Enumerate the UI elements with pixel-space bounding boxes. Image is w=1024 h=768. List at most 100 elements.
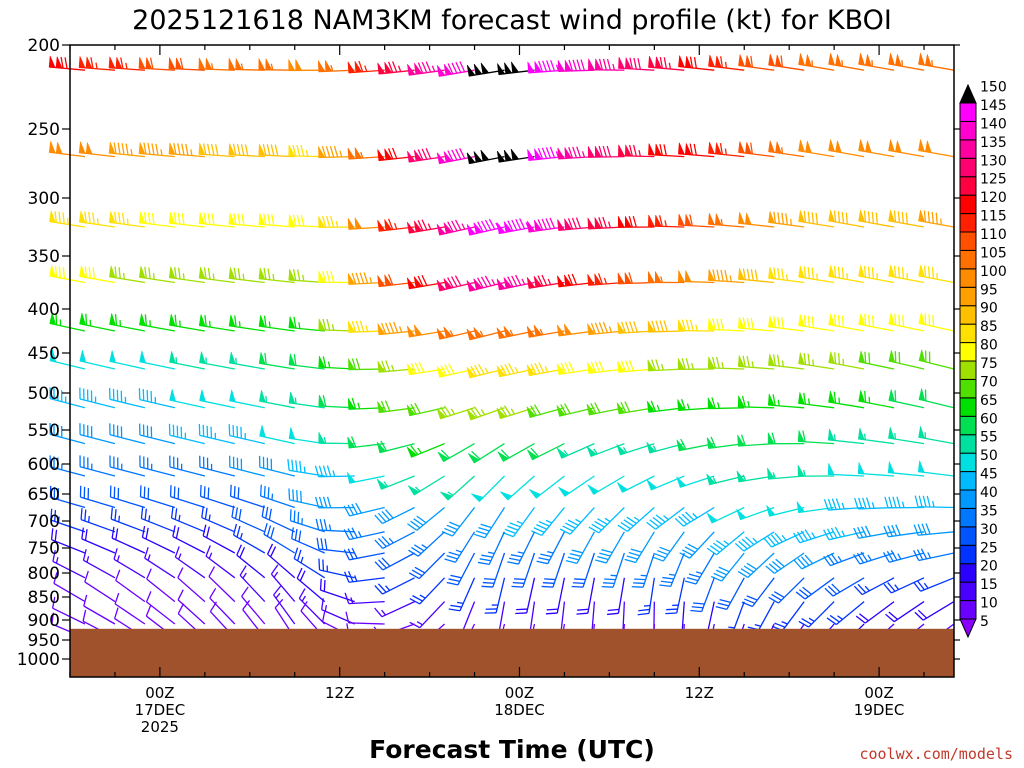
wind-barb	[648, 214, 685, 228]
wind-barb	[343, 547, 385, 561]
wind-barb	[824, 577, 865, 597]
wind-barb	[565, 531, 595, 564]
wind-barb	[913, 577, 955, 592]
chart-title: 2025121618 NAM3KM forecast wind profile …	[132, 5, 892, 36]
wind-barb	[678, 142, 715, 158]
colorbar-label: 85	[980, 319, 998, 335]
wind-barb	[484, 577, 506, 614]
wind-barb	[918, 349, 955, 370]
colorbar-cell	[959, 83, 977, 104]
wind-barb	[536, 531, 566, 565]
wind-barb	[576, 577, 596, 615]
colorbar-cell	[959, 157, 977, 178]
colorbar-cell	[959, 194, 977, 215]
wind-barb	[376, 440, 415, 454]
wind-barb	[858, 313, 895, 332]
wind-barb	[738, 54, 775, 71]
wind-barb	[648, 271, 685, 284]
wind-barb	[587, 360, 625, 374]
wind-barb	[858, 209, 895, 228]
wind-barb	[857, 462, 895, 477]
wind-barb	[344, 592, 385, 605]
wind-barb	[241, 586, 266, 625]
wind-barb	[168, 266, 205, 284]
wind-barb	[674, 506, 715, 527]
wind-barb	[374, 552, 415, 571]
wind-barb	[174, 546, 206, 579]
wind-barb	[481, 552, 506, 588]
wind-barb	[288, 268, 325, 284]
wind-barb	[738, 141, 775, 158]
wind-barb	[296, 567, 326, 603]
wind-barb	[141, 525, 176, 554]
colorbar-label: 50	[980, 448, 998, 464]
wind-barb	[637, 577, 655, 616]
wind-barb	[768, 266, 805, 284]
wind-barb	[199, 484, 236, 509]
colorbar-label: 140	[980, 116, 1007, 132]
wind-barb	[659, 552, 685, 587]
wind-barb	[556, 361, 595, 376]
wind-barb	[853, 551, 895, 565]
colorbar-label: 70	[980, 374, 998, 390]
colorbar-cell	[959, 544, 977, 565]
colorbar-label: 135	[980, 135, 1007, 151]
wind-barb	[617, 215, 655, 228]
y-tick-label: 900	[28, 611, 60, 631]
y-tick-label: 850	[28, 588, 60, 608]
wind-barb	[477, 531, 506, 566]
wind-barb	[408, 531, 446, 557]
wind-barb	[232, 523, 266, 554]
wind-barb	[228, 143, 265, 158]
wind-barb	[48, 141, 86, 158]
y-tick-label: 600	[28, 455, 60, 475]
wind-barb	[374, 577, 415, 595]
x-axis-label: Forecast Time (UTC)	[369, 735, 655, 764]
wind-barb	[708, 141, 745, 158]
wind-barb	[827, 463, 865, 477]
wind-barb	[888, 53, 925, 71]
wind-barb	[229, 389, 265, 409]
wind-barb	[229, 455, 265, 477]
wind-barb	[913, 523, 955, 536]
wind-barb	[108, 387, 146, 409]
colorbar-label: 105	[980, 245, 1007, 261]
colorbar-cell	[959, 120, 977, 141]
wind-barb	[918, 209, 955, 228]
wind-barb	[259, 390, 295, 409]
wind-barb	[198, 266, 235, 284]
wind-barb	[317, 60, 355, 73]
wind-barb	[288, 214, 325, 228]
y-tick-label: 1000	[17, 650, 60, 670]
colorbar-label: 45	[980, 467, 998, 483]
wind-barb	[406, 442, 445, 458]
wind-barb	[918, 53, 955, 71]
wind-barb	[677, 358, 715, 370]
wind-barb	[768, 211, 805, 228]
wind-barb	[499, 475, 535, 501]
wind-barb	[797, 465, 835, 477]
wind-barb	[888, 209, 925, 228]
wind-barb	[437, 443, 475, 463]
wind-barb	[586, 442, 625, 458]
wind-barb	[228, 212, 265, 228]
wind-barb	[828, 265, 865, 284]
wind-barb	[648, 56, 685, 71]
wind-barb	[853, 577, 895, 596]
colorbar-cell	[959, 434, 977, 454]
y-tick-label: 400	[28, 300, 60, 320]
wind-barb	[293, 547, 326, 579]
colorbar-cell	[959, 563, 977, 583]
wind-barb	[884, 496, 925, 509]
wind-barb	[883, 524, 925, 538]
wind-barb	[169, 485, 206, 509]
colorbar-cell	[959, 526, 977, 546]
wind-barb	[466, 275, 505, 292]
colorbar-cell	[959, 323, 977, 344]
credit-link[interactable]: coolwx.com/models	[859, 745, 1013, 763]
colorbar-label: 10	[980, 596, 998, 612]
wind-barb	[918, 426, 955, 445]
wind-barb	[684, 552, 715, 585]
wind-barb	[228, 351, 265, 370]
wind-barb	[170, 506, 206, 533]
